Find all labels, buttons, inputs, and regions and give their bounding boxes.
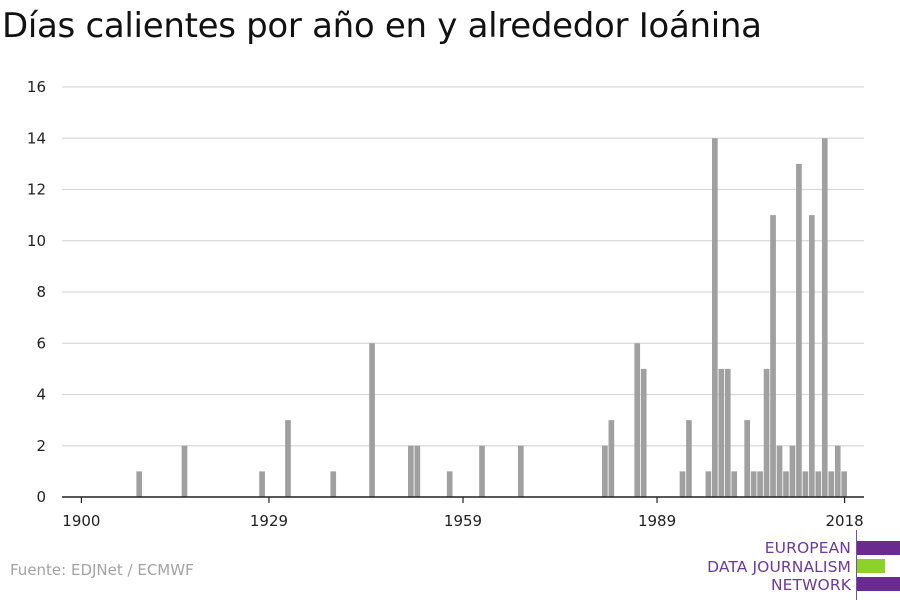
- bars: [136, 138, 848, 497]
- y-tick-label: 10: [27, 232, 46, 250]
- bar-2000: [724, 368, 731, 497]
- logo-line-1: European: [764, 539, 851, 557]
- bar-1982: [608, 420, 615, 497]
- bar-1962: [479, 445, 485, 497]
- bar-1986: [634, 343, 641, 497]
- bar-1932: [285, 420, 291, 497]
- source-note: Fuente: EDJNet / ECMWF: [10, 561, 194, 579]
- x-tick-label: 1959: [444, 512, 482, 530]
- bar-1997: [705, 471, 712, 497]
- gridlines: [62, 86, 864, 447]
- logo-bar-bottom: [857, 577, 900, 591]
- y-tick-label: 6: [36, 334, 46, 352]
- x-tick-label: 1929: [250, 512, 288, 530]
- x-tick-label: 1900: [62, 512, 100, 530]
- bar-1968: [517, 445, 524, 497]
- y-tick-label: 4: [36, 386, 46, 404]
- bar-2008: [776, 445, 783, 497]
- bar-2015: [821, 138, 828, 497]
- y-tick-label: 0: [36, 488, 46, 506]
- bar-1939: [330, 471, 337, 497]
- logo-separator: [856, 530, 857, 600]
- bar-2003: [744, 420, 751, 497]
- x-tick-label: 2018: [826, 512, 864, 530]
- bar-1993: [679, 471, 686, 497]
- bar-2001: [731, 471, 738, 497]
- logo-bar-top: [857, 541, 900, 555]
- bar-2013: [809, 215, 815, 497]
- y-tick-label: 2: [36, 437, 46, 455]
- bar-2009: [783, 471, 789, 497]
- y-tick-label: 12: [27, 181, 46, 199]
- bar-1957: [446, 471, 453, 497]
- bar-1916: [181, 445, 188, 497]
- bar-1909: [136, 471, 143, 497]
- bar-1999: [718, 368, 725, 497]
- y-tick-label: 8: [36, 283, 46, 301]
- bar-1994: [686, 420, 692, 497]
- bar-1952: [414, 445, 421, 497]
- y-tick-label: 14: [27, 129, 46, 147]
- bar-chart: 0 2 4 6 8 10 12 14 16 1900 1929 1959 1989 2018: [27, 78, 864, 530]
- bar-2011: [796, 163, 802, 497]
- bar-1945: [369, 343, 375, 497]
- axes: 0 2 4 6 8 10 12 14 16 1900 1929 1959 1989 2018: [27, 78, 864, 530]
- bar-1981: [602, 445, 608, 497]
- bar-1928: [259, 471, 265, 497]
- edjnet-logo: European Data Journalism Network: [700, 528, 900, 600]
- y-tick-label: 16: [27, 78, 46, 96]
- x-tick-label: 1989: [638, 512, 676, 530]
- bar-2018: [841, 471, 848, 497]
- bar-2005: [757, 471, 763, 497]
- bar-2016: [828, 471, 835, 497]
- bar-2014: [815, 471, 822, 497]
- bar-2017: [834, 445, 841, 497]
- bar-2010: [789, 445, 796, 497]
- bar-2004: [750, 471, 757, 497]
- bar-2007: [770, 215, 776, 497]
- bar-2006: [763, 368, 770, 497]
- logo-bar-middle: [857, 559, 885, 573]
- logo-line-3: Network: [770, 576, 851, 594]
- bar-2012: [802, 471, 809, 497]
- bar-1987: [640, 368, 647, 497]
- bar-1998: [712, 138, 718, 497]
- logo-line-2: Data Journalism: [707, 558, 851, 576]
- bar-1951: [408, 445, 414, 497]
- chart-title: Días calientes por año en y alrededor Io…: [2, 6, 762, 46]
